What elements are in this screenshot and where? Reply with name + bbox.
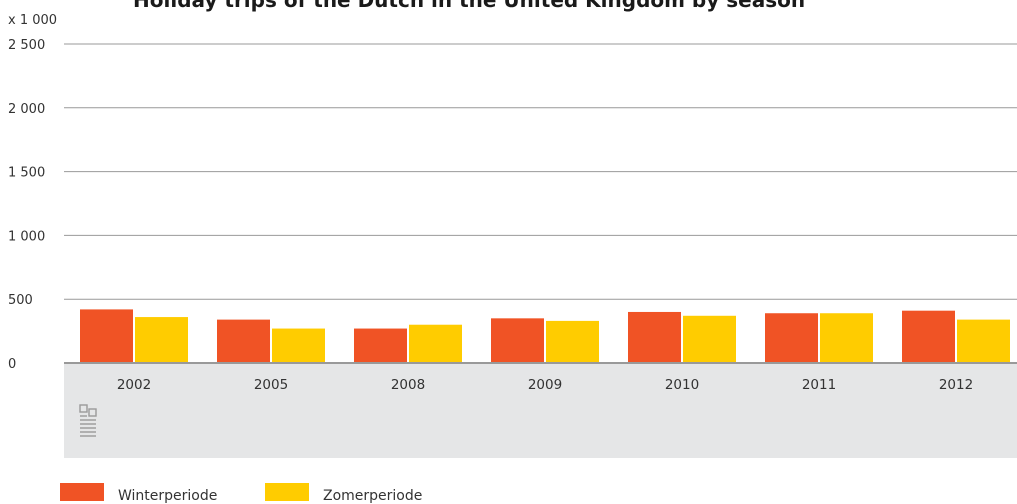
x-tick-label: 2008 (391, 377, 425, 393)
x-tick-label: 2009 (528, 377, 562, 393)
legend-swatch-winterperiode (60, 483, 104, 501)
y-axis-unit-label: x 1 000 (8, 13, 57, 28)
cbs-logo-icon (79, 404, 97, 437)
y-tick-label: 0 (8, 357, 16, 372)
x-tick-label: 2005 (254, 377, 288, 393)
x-tick-label: 2002 (117, 377, 151, 393)
bar-winterperiode-2008 (354, 328, 407, 363)
y-tick-label: 1 500 (8, 166, 45, 181)
bar-zomerperiode-2012 (957, 319, 1010, 363)
bar-zomerperiode-2005 (272, 328, 325, 363)
legend-label-winterperiode: Winterperiode (118, 488, 217, 504)
bar-winterperiode-2005 (217, 319, 270, 363)
bar-zomerperiode-2008 (409, 324, 462, 363)
legend-label-zomerperiode: Zomerperiode (323, 488, 422, 504)
y-tick-label: 2 500 (8, 38, 45, 53)
category-axis-band (64, 364, 1017, 458)
bar-winterperiode-2012 (902, 310, 955, 363)
bar-zomerperiode-2010 (683, 315, 736, 363)
bars (80, 309, 1010, 363)
x-tick-label: 2010 (665, 377, 699, 393)
x-tick-label: 2011 (802, 377, 836, 393)
y-tick-label: 1 000 (8, 229, 45, 244)
legend: Winterperiode Zomerperiode (60, 483, 422, 504)
legend-swatch-zomerperiode (265, 483, 309, 501)
x-tick-label: 2012 (939, 377, 973, 393)
bar-winterperiode-2002 (80, 309, 133, 363)
bar-zomerperiode-2009 (546, 320, 599, 363)
y-tick-label: 2 000 (8, 102, 45, 117)
bar-zomerperiode-2011 (820, 313, 873, 363)
bar-winterperiode-2010 (628, 311, 681, 363)
gridlines (64, 43, 1017, 300)
chart-title: Holiday trips of the Dutch in the United… (133, 0, 805, 12)
y-tick-label: 500 (8, 293, 33, 308)
y-axis-ticks: 0 500 1 000 1 500 2 000 2 500 (8, 38, 45, 372)
x-axis-ticks: 2002 2005 2008 2009 2010 2011 2012 (117, 377, 973, 393)
bar-zomerperiode-2002 (135, 317, 188, 363)
bar-winterperiode-2009 (491, 318, 544, 363)
bar-winterperiode-2011 (765, 313, 818, 363)
